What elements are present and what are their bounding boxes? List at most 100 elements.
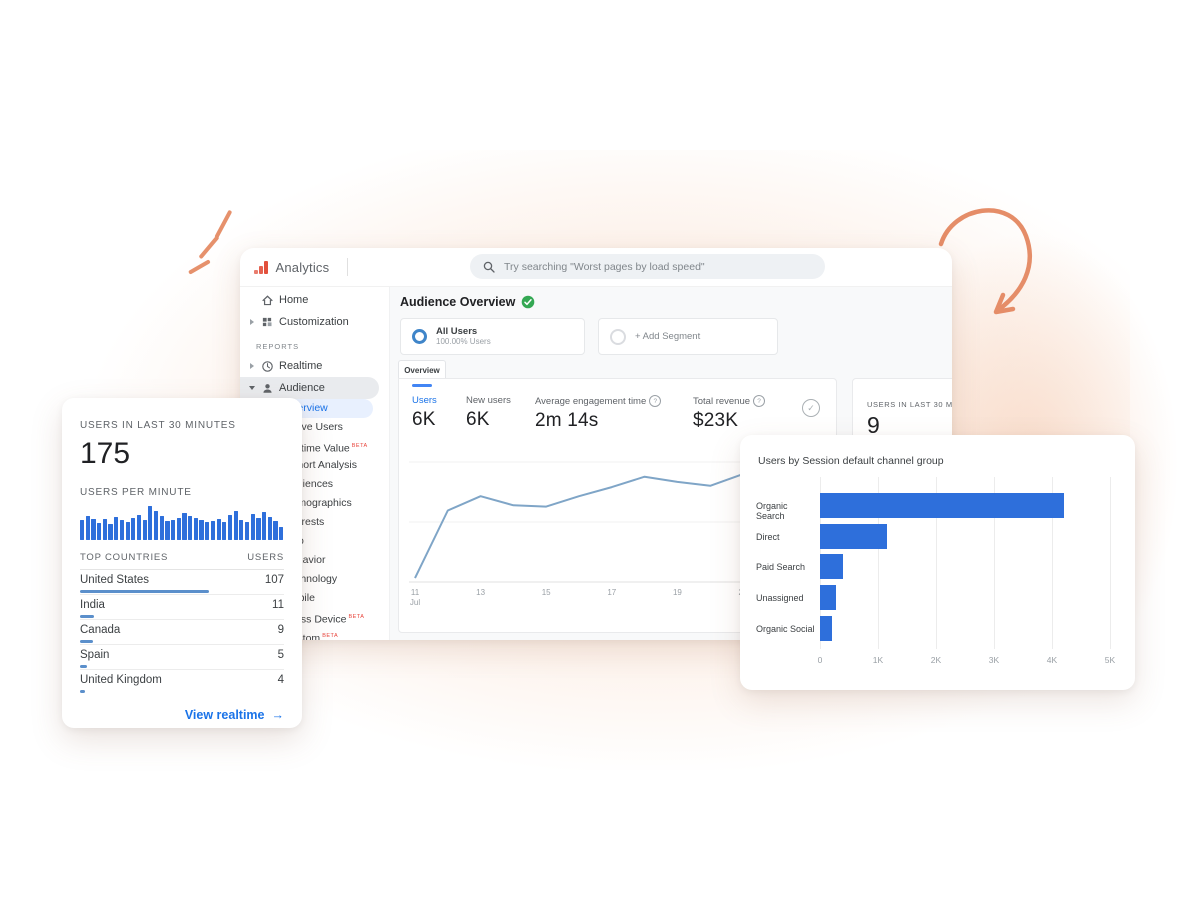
country-bar	[80, 640, 93, 643]
view-realtime-label: View realtime	[185, 708, 265, 722]
realtime-overlay-card: USERS IN LAST 30 MINUTES 175 USERS PER M…	[62, 398, 302, 728]
bar-label-organic-search: Organic Search	[756, 501, 818, 521]
country-users-value: 4	[278, 674, 284, 686]
stat-value: 2m 14s	[535, 410, 693, 432]
grid-icon	[260, 315, 274, 329]
svg-text:17: 17	[607, 588, 616, 597]
countries-table: United States107India11Canada9Spain5Unit…	[80, 570, 284, 694]
country-bar	[80, 615, 94, 618]
beta-badge: BETA	[348, 614, 364, 620]
page-title: Audience Overview	[400, 295, 515, 309]
view-realtime-link[interactable]: View realtime →	[80, 708, 284, 722]
minute-bar	[148, 506, 152, 540]
tab-indicator	[412, 384, 432, 387]
bar-organic-search	[820, 493, 1064, 518]
bar-label-unassigned: Unassigned	[756, 593, 818, 603]
add-segment-button[interactable]: + Add Segment	[598, 318, 778, 355]
bar-unassigned	[820, 585, 836, 610]
segment-all-users[interactable]: All Users 100.00% Users	[400, 318, 585, 355]
x-axis-tick: 1K	[873, 655, 883, 665]
sidebar-item-label: Customization	[279, 316, 349, 328]
minute-bar	[268, 517, 272, 540]
minute-bar	[182, 513, 186, 540]
x-axis-tick: 3K	[989, 655, 999, 665]
minute-bar	[143, 520, 147, 540]
channel-chart-title: Users by Session default channel group	[758, 455, 944, 467]
decorative-dash-icon	[188, 259, 211, 274]
minute-bar	[137, 515, 141, 540]
top-bar: Analytics Try searching "Worst pages by …	[240, 248, 952, 287]
x-axis-tick: 5K	[1105, 655, 1115, 665]
gridline	[1110, 477, 1111, 649]
country-name: Spain	[80, 649, 109, 661]
home-icon	[260, 293, 274, 307]
countries-table-header: TOP COUNTRIES USERS	[80, 552, 284, 570]
users-per-minute-chart	[80, 506, 284, 540]
stat-label: Average engagement time?	[535, 395, 693, 407]
sidebar-item-label: Realtime	[279, 360, 322, 372]
sidebar-item-home[interactable]: Home	[240, 289, 389, 311]
country-users-value: 107	[265, 574, 284, 586]
col-users: USERS	[247, 552, 284, 563]
annotation-check-icon[interactable]: ✓	[802, 399, 820, 417]
country-name: India	[80, 599, 105, 611]
minute-bar	[103, 519, 107, 540]
stat-total-revenue[interactable]: Total revenue?$23K	[693, 395, 811, 432]
stat-users[interactable]: Users 6K	[412, 395, 466, 432]
stat-value: 6K	[412, 409, 466, 431]
verified-check-icon	[521, 295, 535, 309]
country-users-value: 5	[278, 649, 284, 661]
beta-badge: BETA	[352, 443, 368, 449]
sidebar-item-customization[interactable]: Customization	[240, 311, 389, 333]
sidebar-item-audience[interactable]: Audience	[240, 377, 379, 399]
chevron-down-icon[interactable]	[248, 386, 255, 390]
chevron-right-icon[interactable]	[248, 319, 255, 325]
tab-overview[interactable]: Overview	[398, 360, 446, 379]
users-last-30-title: USERS IN LAST 30 MINUTES	[80, 420, 284, 431]
search-input[interactable]: Try searching "Worst pages by load speed…	[470, 254, 825, 279]
minute-bar	[80, 520, 84, 540]
minute-bar	[131, 518, 135, 540]
minute-bar	[165, 521, 169, 540]
minute-bar	[177, 518, 181, 540]
minute-bar	[279, 527, 283, 540]
users-per-minute-title: USERS PER MINUTE	[80, 487, 284, 498]
help-icon[interactable]: ?	[649, 395, 661, 407]
x-axis-tick: 4K	[1047, 655, 1057, 665]
sidebar-item-label: Home	[279, 294, 308, 306]
minute-bar	[239, 520, 243, 540]
minute-bar	[86, 516, 90, 541]
stats-row: Users6KNew users6KAverage engagement tim…	[412, 395, 811, 432]
minute-bar	[126, 522, 130, 540]
arrow-right-icon: →	[272, 708, 285, 722]
analytics-bars-icon	[254, 260, 268, 274]
sidebar-item-realtime[interactable]: Realtime	[240, 355, 389, 377]
stat-average-engagement-time[interactable]: Average engagement time? 2m 14s	[535, 395, 693, 432]
minute-bar	[273, 521, 277, 540]
stat-value: $23K	[693, 410, 811, 432]
bar-paid-search	[820, 554, 843, 579]
stat-new-users[interactable]: New users 6K	[466, 395, 535, 432]
stat-value: 6K	[466, 409, 535, 431]
person-icon	[260, 381, 274, 395]
decorative-dash-icon	[198, 235, 219, 259]
channel-group-overlay-card: 01K2K3K4K5KOrganic SearchDirectPaid Sear…	[740, 435, 1135, 690]
chevron-right-icon[interactable]	[248, 363, 255, 369]
bar-organic-social	[820, 616, 832, 641]
country-row-spain: Spain 5	[80, 645, 284, 670]
segment-subtitle: 100.00% Users	[436, 337, 491, 347]
analytics-logo[interactable]: Analytics	[240, 258, 348, 276]
minute-bar	[194, 518, 198, 540]
help-icon[interactable]: ?	[753, 395, 765, 407]
minute-bar	[114, 517, 118, 540]
stat-label: New users	[466, 395, 535, 406]
stat-label: Users	[412, 395, 466, 406]
country-name: Canada	[80, 624, 120, 636]
minute-bar	[188, 516, 192, 541]
svg-text:15: 15	[542, 588, 551, 597]
country-bar	[80, 690, 85, 693]
clock-icon	[260, 359, 274, 373]
minute-bar	[97, 523, 101, 540]
minute-bar	[228, 515, 232, 540]
search-icon	[483, 261, 495, 273]
